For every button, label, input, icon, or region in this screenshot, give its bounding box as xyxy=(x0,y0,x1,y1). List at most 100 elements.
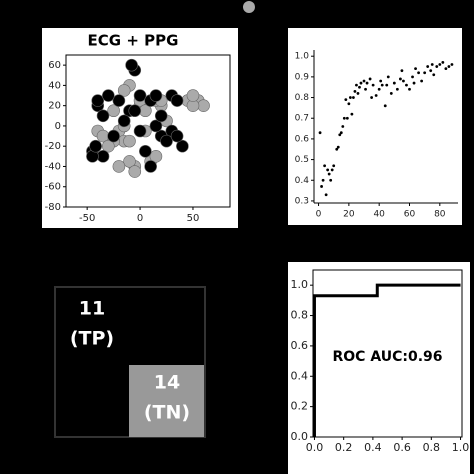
point xyxy=(107,104,120,118)
point xyxy=(414,67,417,71)
point xyxy=(400,69,404,73)
point xyxy=(342,116,346,120)
x-tick-label: 40 xyxy=(373,210,385,220)
y-tick-label: 0.6 xyxy=(295,134,310,144)
point xyxy=(356,92,360,95)
point xyxy=(160,134,173,148)
y-tick-label: -60 xyxy=(45,182,61,193)
point xyxy=(412,81,416,85)
point xyxy=(96,109,110,123)
y-tick-label: -80 xyxy=(45,202,61,213)
panel xyxy=(288,262,470,474)
point xyxy=(358,85,361,89)
y-tick-label: -40 xyxy=(45,161,61,172)
point xyxy=(154,109,168,123)
point xyxy=(435,65,439,68)
point xyxy=(133,124,147,138)
point xyxy=(377,87,381,91)
camera-dot xyxy=(243,1,255,13)
x-tick-label: 0.4 xyxy=(364,441,382,454)
chart-title: ECG + PPG xyxy=(88,32,179,50)
y-tick-label: 0.0 xyxy=(291,430,309,443)
point xyxy=(320,185,323,188)
point xyxy=(379,79,383,83)
point xyxy=(345,116,349,120)
x-tick-label: 60 xyxy=(404,210,416,220)
cell-label: (TN) xyxy=(144,402,190,424)
point xyxy=(402,79,405,83)
y-tick-label: 0.9 xyxy=(295,72,310,82)
point xyxy=(450,63,454,66)
point xyxy=(321,178,325,182)
y-tick-label: 0.8 xyxy=(295,93,310,103)
point xyxy=(344,98,348,102)
point xyxy=(374,94,378,97)
point xyxy=(176,139,189,153)
cell-value: 14 xyxy=(154,372,180,394)
point xyxy=(411,75,414,79)
point xyxy=(197,99,210,112)
point xyxy=(186,89,200,102)
point xyxy=(128,165,142,178)
point xyxy=(441,61,445,64)
point xyxy=(329,178,333,182)
point xyxy=(149,119,163,133)
point xyxy=(107,129,120,143)
point xyxy=(423,71,427,75)
panel xyxy=(288,28,462,225)
point xyxy=(318,131,322,135)
point xyxy=(429,69,433,73)
point xyxy=(123,134,136,148)
point xyxy=(426,65,430,68)
point xyxy=(170,94,184,107)
point xyxy=(338,133,342,137)
point xyxy=(339,131,343,135)
y-tick-label: 0.8 xyxy=(291,309,309,322)
point xyxy=(125,58,138,72)
point xyxy=(444,67,448,71)
y-tick-label: 0.4 xyxy=(291,369,309,382)
point xyxy=(447,65,451,68)
point xyxy=(420,79,424,83)
matrix-cell xyxy=(129,365,204,437)
cell-label: (TP) xyxy=(70,328,114,350)
y-tick-label: 0.4 xyxy=(295,176,310,186)
point xyxy=(323,164,327,168)
point xyxy=(417,71,420,75)
point xyxy=(355,83,358,87)
point xyxy=(112,160,126,173)
x-tick-label: 20 xyxy=(343,210,355,220)
point xyxy=(326,168,330,172)
x-tick-label: 0.8 xyxy=(423,441,441,454)
point xyxy=(348,96,352,99)
point xyxy=(336,145,340,149)
y-tick-label: 1.0 xyxy=(291,278,309,291)
y-tick-label: 0.7 xyxy=(295,114,309,124)
point xyxy=(102,139,115,153)
point xyxy=(405,83,408,87)
point xyxy=(380,83,384,87)
point xyxy=(330,168,334,172)
point xyxy=(385,83,389,87)
point xyxy=(389,92,393,95)
point xyxy=(370,96,373,99)
point xyxy=(170,129,184,143)
x-tick-label: 0.2 xyxy=(335,441,353,454)
point xyxy=(341,125,345,128)
point xyxy=(112,94,126,107)
y-tick-label: 0.3 xyxy=(295,196,309,206)
x-tick-label: -50 xyxy=(79,213,95,224)
point xyxy=(144,160,157,173)
y-tick-label: 0.6 xyxy=(291,339,309,352)
point xyxy=(432,73,436,77)
point xyxy=(324,193,328,197)
point xyxy=(353,89,357,93)
y-tick-label: 0.5 xyxy=(295,155,309,165)
point xyxy=(102,89,115,102)
x-tick-label: 0 xyxy=(316,210,322,220)
point xyxy=(368,77,372,81)
x-tick-label: 1.0 xyxy=(452,441,470,454)
point xyxy=(383,104,387,108)
point xyxy=(371,83,375,87)
x-tick-label: 0 xyxy=(137,213,143,224)
